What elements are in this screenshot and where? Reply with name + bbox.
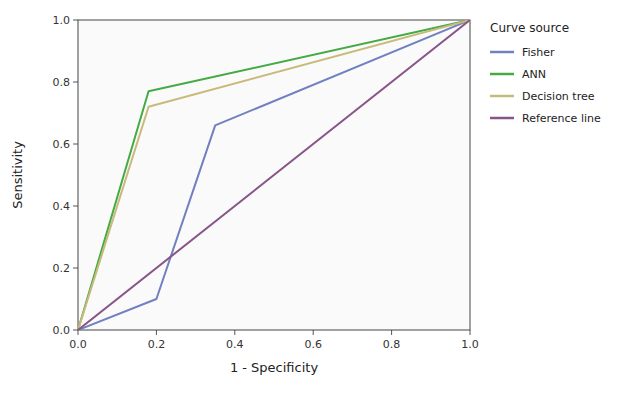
tick-label: 0.8 [53,76,71,89]
tick-mark [73,20,78,21]
legend-swatch [490,117,514,120]
plot-frame [78,20,470,330]
series-line [78,20,470,330]
tick-mark [73,206,78,207]
legend: Curve source Fisher ANN Decision tree Refere… [490,21,601,125]
series-line [78,20,470,330]
y-axis-label: Sensitivity [10,141,25,209]
tick-label: 0.4 [53,200,71,213]
tick-mark [313,330,314,335]
tick-label: 0.8 [383,338,401,351]
tick-label: 0.2 [148,338,166,351]
tick-mark [73,330,78,331]
tick-mark [73,82,78,83]
series-group [78,20,470,330]
legend-label: Decision tree [522,90,595,103]
tick-mark [234,330,235,335]
tick-label: 0.4 [226,338,244,351]
tick-mark [78,330,79,335]
tick-label: 0.6 [53,138,71,151]
tick-label: 0.0 [53,324,71,337]
tick-mark [156,330,157,335]
chart: 0.0 0.2 0.4 0.6 0.8 1.0 0.0 0.2 0.4 0.6 0.8 1.0 1 - … [0,0,620,394]
legend-label: Reference line [522,112,601,125]
legend-swatch [490,73,514,76]
tick-label: 0.6 [304,338,322,351]
tick-mark [470,330,471,335]
tick-label: 0.2 [53,262,71,275]
legend-swatch [490,51,514,54]
legend-label: ANN [522,68,546,81]
x-axis-label: 1 - Specificity [230,360,319,375]
tick-mark [73,144,78,145]
tick-mark [73,268,78,269]
series-line [78,20,470,330]
series-line [78,20,470,330]
tick-label: 1.0 [53,14,71,27]
tick-label: 0.0 [69,338,87,351]
legend-swatch [490,95,514,98]
tick-mark [391,330,392,335]
legend-title: Curve source [490,21,569,35]
axes: 0.0 0.2 0.4 0.6 0.8 1.0 0.0 0.2 0.4 0.6 0.8 1.0 [53,14,479,351]
plot-area [78,20,470,330]
tick-label: 1.0 [461,338,479,351]
legend-label: Fisher [522,46,555,59]
